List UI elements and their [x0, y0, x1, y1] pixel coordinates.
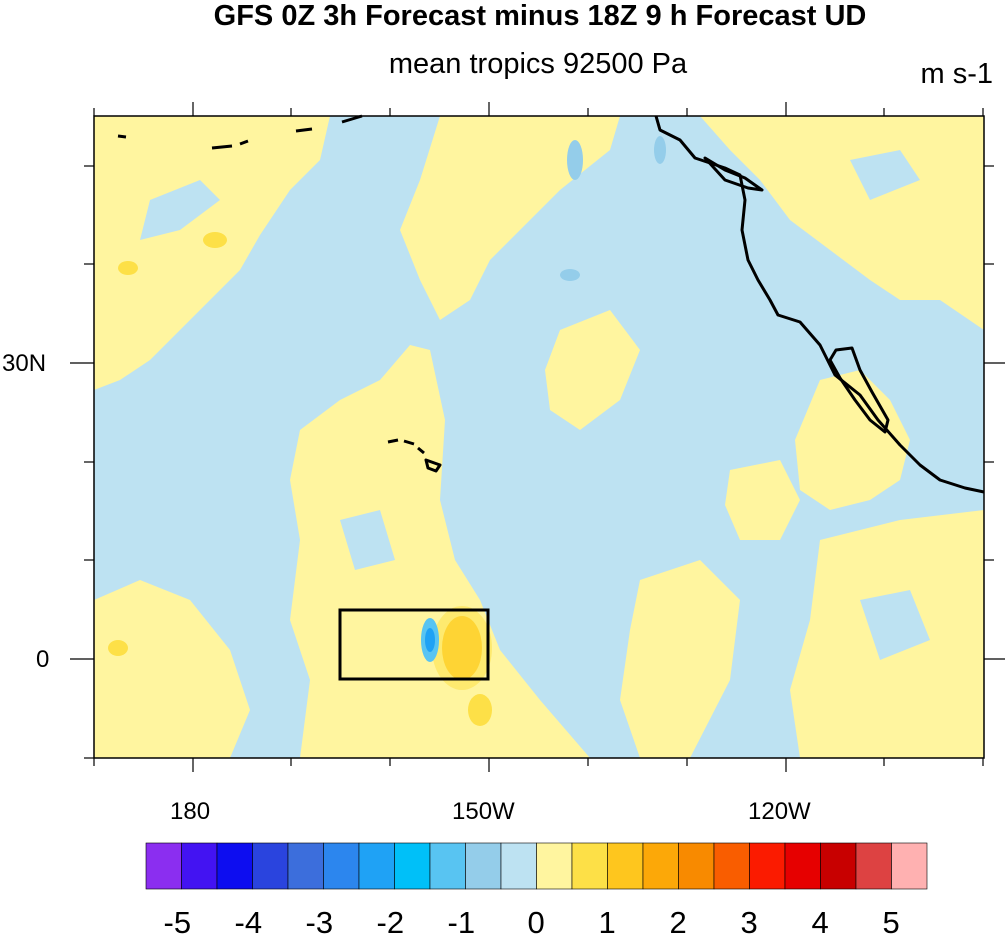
- coastlines: [117, 114, 985, 494]
- positive-region-central: [290, 345, 590, 758]
- map-frame: [93, 115, 985, 759]
- colorbar: [145, 842, 928, 890]
- lat-label-30n: 30N: [2, 350, 47, 377]
- colorbar-swatch: [607, 842, 644, 890]
- negative-streak-2: [850, 150, 920, 200]
- colorbar-swatch: [642, 842, 679, 890]
- positive-region-midnorth: [545, 310, 640, 430]
- units-label: m s-1: [920, 58, 994, 90]
- negative-spot-n2: [654, 136, 666, 164]
- colorbar-tick-label: -2: [376, 905, 405, 940]
- colorbar-swatch: [216, 842, 253, 890]
- positive-spot-nw: [203, 232, 227, 248]
- negative-streak-4: [340, 510, 395, 570]
- negative-streak-1: [140, 180, 220, 240]
- colorbar-tick-label: -1: [447, 905, 476, 940]
- coastline-aleutians: [117, 114, 363, 150]
- colorbar-swatch: [429, 842, 466, 890]
- positive-spot-medium: [432, 606, 492, 690]
- tick-marks: [70, 102, 1005, 772]
- coastline-vancouver-island: [703, 156, 764, 192]
- colorbar-swatch: [181, 842, 218, 890]
- coastline-baja-california: [828, 346, 890, 434]
- colorbar-swatch: [145, 842, 182, 890]
- colorbar-swatch: [252, 842, 289, 890]
- colorbar-swatch: [855, 842, 892, 890]
- colorbar-swatch: [571, 842, 608, 890]
- negative-streak-3: [860, 590, 930, 660]
- lon-label-120w: 120W: [748, 798, 811, 825]
- positive-spot-s: [468, 694, 492, 726]
- colorbar-tick-label: -4: [234, 905, 263, 940]
- colorbar-swatch: [358, 842, 395, 890]
- colorbar-swatch: [678, 842, 715, 890]
- positive-region-west: [94, 116, 330, 390]
- positive-region-east-mid: [725, 460, 800, 540]
- lon-label-150w: 150W: [452, 798, 515, 825]
- map-title: GFS 0Z 3h Forecast minus 18Z 9 h Forecas…: [213, 0, 867, 32]
- colorbar-tick-label: -3: [305, 905, 334, 940]
- colorbar-swatch: [749, 842, 786, 890]
- colorbar-tick-label: 3: [740, 905, 758, 940]
- colorbar-tick-label: 1: [598, 905, 616, 940]
- colorbar-swatch: [536, 842, 573, 890]
- negative-spot-n1: [567, 140, 583, 180]
- lat-label-0: 0: [36, 646, 50, 673]
- negative-spot-core: [425, 628, 435, 652]
- colorbar-swatch: [394, 842, 431, 890]
- lon-label-180: 180: [170, 798, 211, 825]
- field-layer: [94, 116, 984, 758]
- map-subtitle: mean tropics 92500 Pa: [388, 48, 688, 80]
- negative-spot-n3: [560, 269, 580, 281]
- colorbar-swatch: [465, 842, 502, 890]
- highlight-box: [338, 608, 490, 681]
- positive-spot-sw: [108, 640, 128, 656]
- colorbar-swatch: [323, 842, 360, 890]
- colorbar-tick-label: 5: [882, 905, 900, 940]
- colorbar-swatch: [287, 842, 324, 890]
- colorbar-tick-label: 0: [527, 905, 545, 940]
- colorbar-swatch: [500, 842, 537, 890]
- colorbar-swatch: [820, 842, 857, 890]
- positive-region-northcentral: [400, 116, 620, 320]
- colorbar-tick-label: -5: [163, 905, 192, 940]
- colorbar-tick-label: 2: [669, 905, 687, 940]
- colorbar-swatch: [891, 842, 928, 890]
- colorbar-tick-label: 4: [811, 905, 829, 940]
- positive-region-midsouth: [620, 560, 740, 758]
- positive-region-baja: [795, 370, 910, 510]
- colorbar-swatch: [784, 842, 821, 890]
- colorbar-swatch: [713, 842, 750, 890]
- positive-spot-w: [118, 261, 138, 275]
- coastline-hawaii: [387, 438, 442, 473]
- positive-region-southwest: [94, 580, 250, 758]
